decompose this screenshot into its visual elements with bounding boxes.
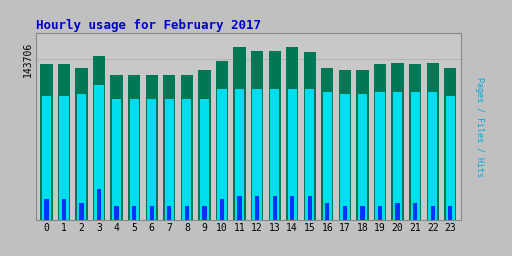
Bar: [181, 75, 193, 220]
Bar: [409, 65, 421, 220]
Bar: [374, 65, 386, 220]
Bar: [448, 206, 453, 220]
Bar: [358, 94, 367, 220]
Bar: [202, 206, 206, 220]
Bar: [132, 206, 136, 220]
Bar: [93, 56, 105, 220]
Bar: [426, 63, 439, 220]
Text: Hourly usage for February 2017: Hourly usage for February 2017: [36, 19, 261, 32]
Bar: [115, 206, 119, 220]
Bar: [238, 196, 242, 220]
Bar: [305, 89, 314, 220]
Bar: [375, 92, 385, 220]
Bar: [40, 65, 53, 220]
Bar: [252, 89, 262, 220]
Text: Pages / Files / Hits: Pages / Files / Hits: [476, 77, 484, 177]
Bar: [218, 89, 227, 220]
Bar: [339, 70, 351, 220]
Bar: [165, 99, 174, 220]
Bar: [75, 68, 88, 220]
Bar: [235, 89, 244, 220]
Bar: [411, 92, 420, 220]
Bar: [220, 199, 224, 220]
Bar: [431, 206, 435, 220]
Bar: [360, 206, 365, 220]
Bar: [150, 206, 154, 220]
Bar: [182, 99, 191, 220]
Bar: [112, 99, 121, 220]
Bar: [395, 203, 400, 220]
Bar: [200, 99, 209, 220]
Bar: [44, 199, 49, 220]
Bar: [97, 189, 101, 220]
Bar: [147, 99, 156, 220]
Bar: [268, 51, 281, 220]
Bar: [79, 203, 83, 220]
Bar: [321, 68, 333, 220]
Bar: [323, 92, 332, 220]
Bar: [444, 68, 456, 220]
Bar: [290, 196, 294, 220]
Bar: [304, 52, 316, 220]
Bar: [58, 65, 70, 220]
Bar: [270, 89, 279, 220]
Bar: [340, 94, 350, 220]
Bar: [286, 47, 298, 220]
Bar: [128, 75, 140, 220]
Bar: [325, 203, 330, 220]
Bar: [356, 70, 369, 220]
Bar: [428, 92, 437, 220]
Bar: [111, 75, 123, 220]
Bar: [198, 70, 210, 220]
Bar: [77, 94, 86, 220]
Bar: [42, 95, 51, 220]
Bar: [167, 206, 172, 220]
Bar: [163, 75, 176, 220]
Bar: [378, 206, 382, 220]
Bar: [94, 85, 103, 220]
Bar: [308, 196, 312, 220]
Bar: [413, 203, 417, 220]
Bar: [288, 89, 297, 220]
Bar: [251, 51, 263, 220]
Bar: [445, 95, 455, 220]
Bar: [130, 99, 139, 220]
Bar: [392, 63, 404, 220]
Bar: [62, 199, 66, 220]
Bar: [393, 92, 402, 220]
Bar: [59, 95, 69, 220]
Bar: [272, 196, 277, 220]
Bar: [216, 61, 228, 220]
Bar: [255, 196, 259, 220]
Bar: [343, 206, 347, 220]
Bar: [185, 206, 189, 220]
Bar: [145, 75, 158, 220]
Bar: [233, 47, 246, 220]
